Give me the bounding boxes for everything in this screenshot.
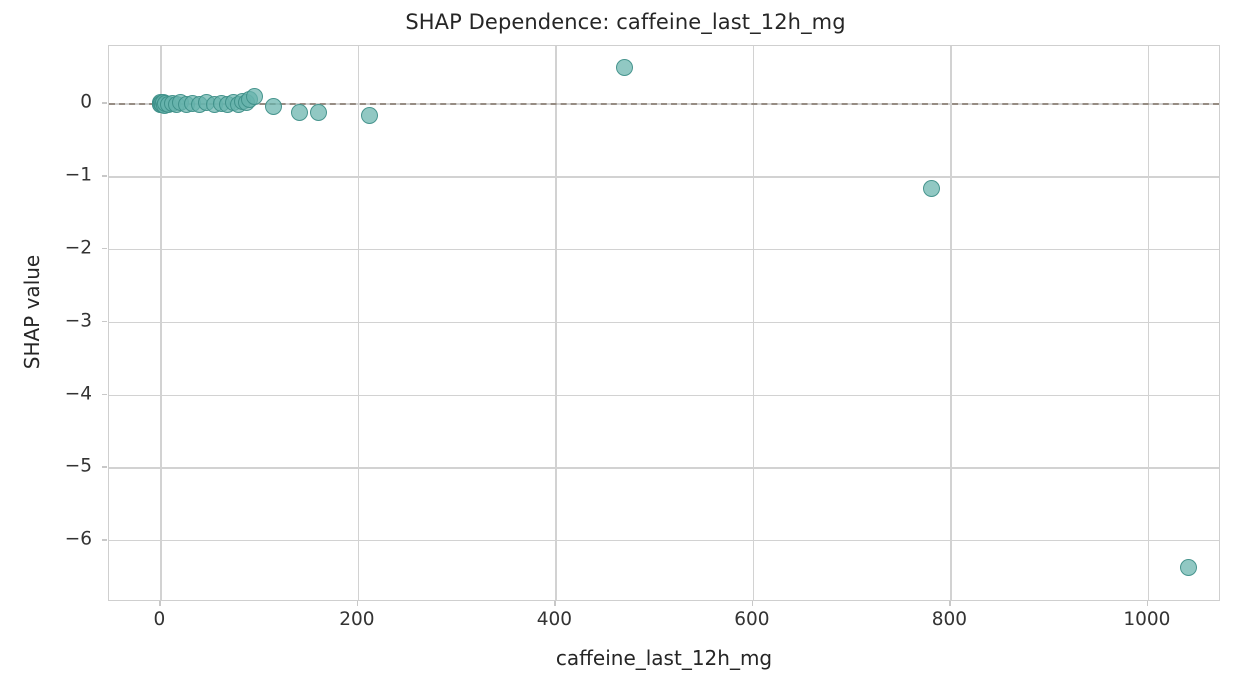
- y-tick-label-3: −3: [64, 310, 92, 332]
- y-tick-mark-1: [102, 175, 107, 177]
- zero-reference-line: [109, 103, 1219, 106]
- gridline-y-2: [109, 249, 1219, 251]
- data-point: [291, 104, 309, 122]
- x-tick-label-3: 600: [734, 609, 770, 630]
- x-axis-label: caffeine_last_12h_mg: [555, 646, 773, 670]
- data-point: [616, 58, 633, 76]
- gridline-y-6: [109, 540, 1219, 542]
- x-tick-label-5: 1000: [1123, 609, 1171, 630]
- data-point: [361, 107, 379, 125]
- y-axis-label: SHAP value: [20, 254, 44, 370]
- x-tick-mark-3: [751, 601, 754, 606]
- x-tick-label-0: 0: [153, 609, 166, 630]
- y-tick-label-2: −2: [64, 237, 92, 259]
- y-tick-mark-6: [102, 539, 107, 541]
- y-tick-mark-0: [102, 102, 107, 104]
- chart-title: SHAP Dependence: caffeine_last_12h_mg: [405, 10, 846, 34]
- gridline-y-1: [109, 176, 1219, 178]
- gridline-y-5: [109, 467, 1219, 469]
- y-tick-label-4: −4: [64, 383, 92, 405]
- data-point: [309, 104, 327, 122]
- x-tick-mark-2: [554, 601, 556, 606]
- x-tick-mark-4: [949, 601, 951, 606]
- data-point: [923, 180, 941, 198]
- x-tick-mark-0: [159, 601, 161, 606]
- plot-area: [108, 45, 1220, 601]
- y-tick-mark-4: [102, 393, 107, 395]
- x-tick-label-1: 200: [339, 609, 375, 630]
- data-point: [1179, 559, 1197, 577]
- y-tick-mark-5: [102, 466, 107, 468]
- x-tick-label-2: 400: [536, 609, 573, 630]
- y-tick-label-6: −6: [64, 528, 92, 550]
- y-tick-mark-2: [102, 248, 107, 250]
- x-tick-mark-5: [1146, 601, 1149, 606]
- gridline-y-3: [109, 321, 1219, 324]
- x-tick-label-4: 800: [931, 609, 968, 630]
- y-tick-mark-3: [102, 320, 107, 323]
- data-point: [265, 97, 283, 115]
- y-tick-label-1: −1: [64, 164, 92, 186]
- gridline-y-4: [109, 394, 1219, 396]
- x-tick-mark-1: [356, 601, 359, 606]
- data-point: [245, 87, 263, 105]
- y-tick-label-5: −5: [64, 455, 92, 477]
- y-tick-label-0: 0: [80, 91, 92, 113]
